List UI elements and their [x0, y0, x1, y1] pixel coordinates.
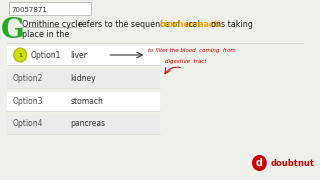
Text: digestive  tract: digestive tract — [165, 58, 206, 64]
Text: refers to the sequence of: refers to the sequence of — [76, 19, 182, 28]
Text: to filter the blood  coming  from: to filter the blood coming from — [148, 48, 236, 53]
Text: kidney: kidney — [70, 73, 96, 82]
Text: 70057871: 70057871 — [12, 7, 48, 13]
Circle shape — [14, 48, 27, 62]
Text: ons taking: ons taking — [211, 19, 253, 28]
Text: liver: liver — [70, 51, 87, 60]
Text: place in the: place in the — [22, 30, 69, 39]
FancyBboxPatch shape — [7, 69, 160, 88]
Text: G: G — [1, 17, 25, 44]
Text: reacti: reacti — [195, 19, 221, 28]
FancyBboxPatch shape — [7, 115, 160, 134]
Text: Ornithine cycle: Ornithine cycle — [22, 19, 83, 28]
Text: Option4: Option4 — [13, 120, 43, 129]
Text: biochem: biochem — [159, 19, 197, 28]
Circle shape — [252, 155, 267, 171]
FancyBboxPatch shape — [9, 2, 91, 15]
Text: d: d — [256, 158, 263, 168]
Text: doubtnut: doubtnut — [270, 159, 315, 168]
Text: Option3: Option3 — [13, 96, 43, 105]
Text: Option2: Option2 — [13, 73, 43, 82]
Text: ical: ical — [186, 19, 203, 28]
Text: stomach: stomach — [70, 96, 103, 105]
FancyBboxPatch shape — [7, 46, 160, 65]
FancyBboxPatch shape — [7, 92, 160, 111]
Text: 1: 1 — [18, 53, 22, 57]
Text: pancreas: pancreas — [70, 120, 105, 129]
Text: Option1: Option1 — [30, 51, 61, 60]
